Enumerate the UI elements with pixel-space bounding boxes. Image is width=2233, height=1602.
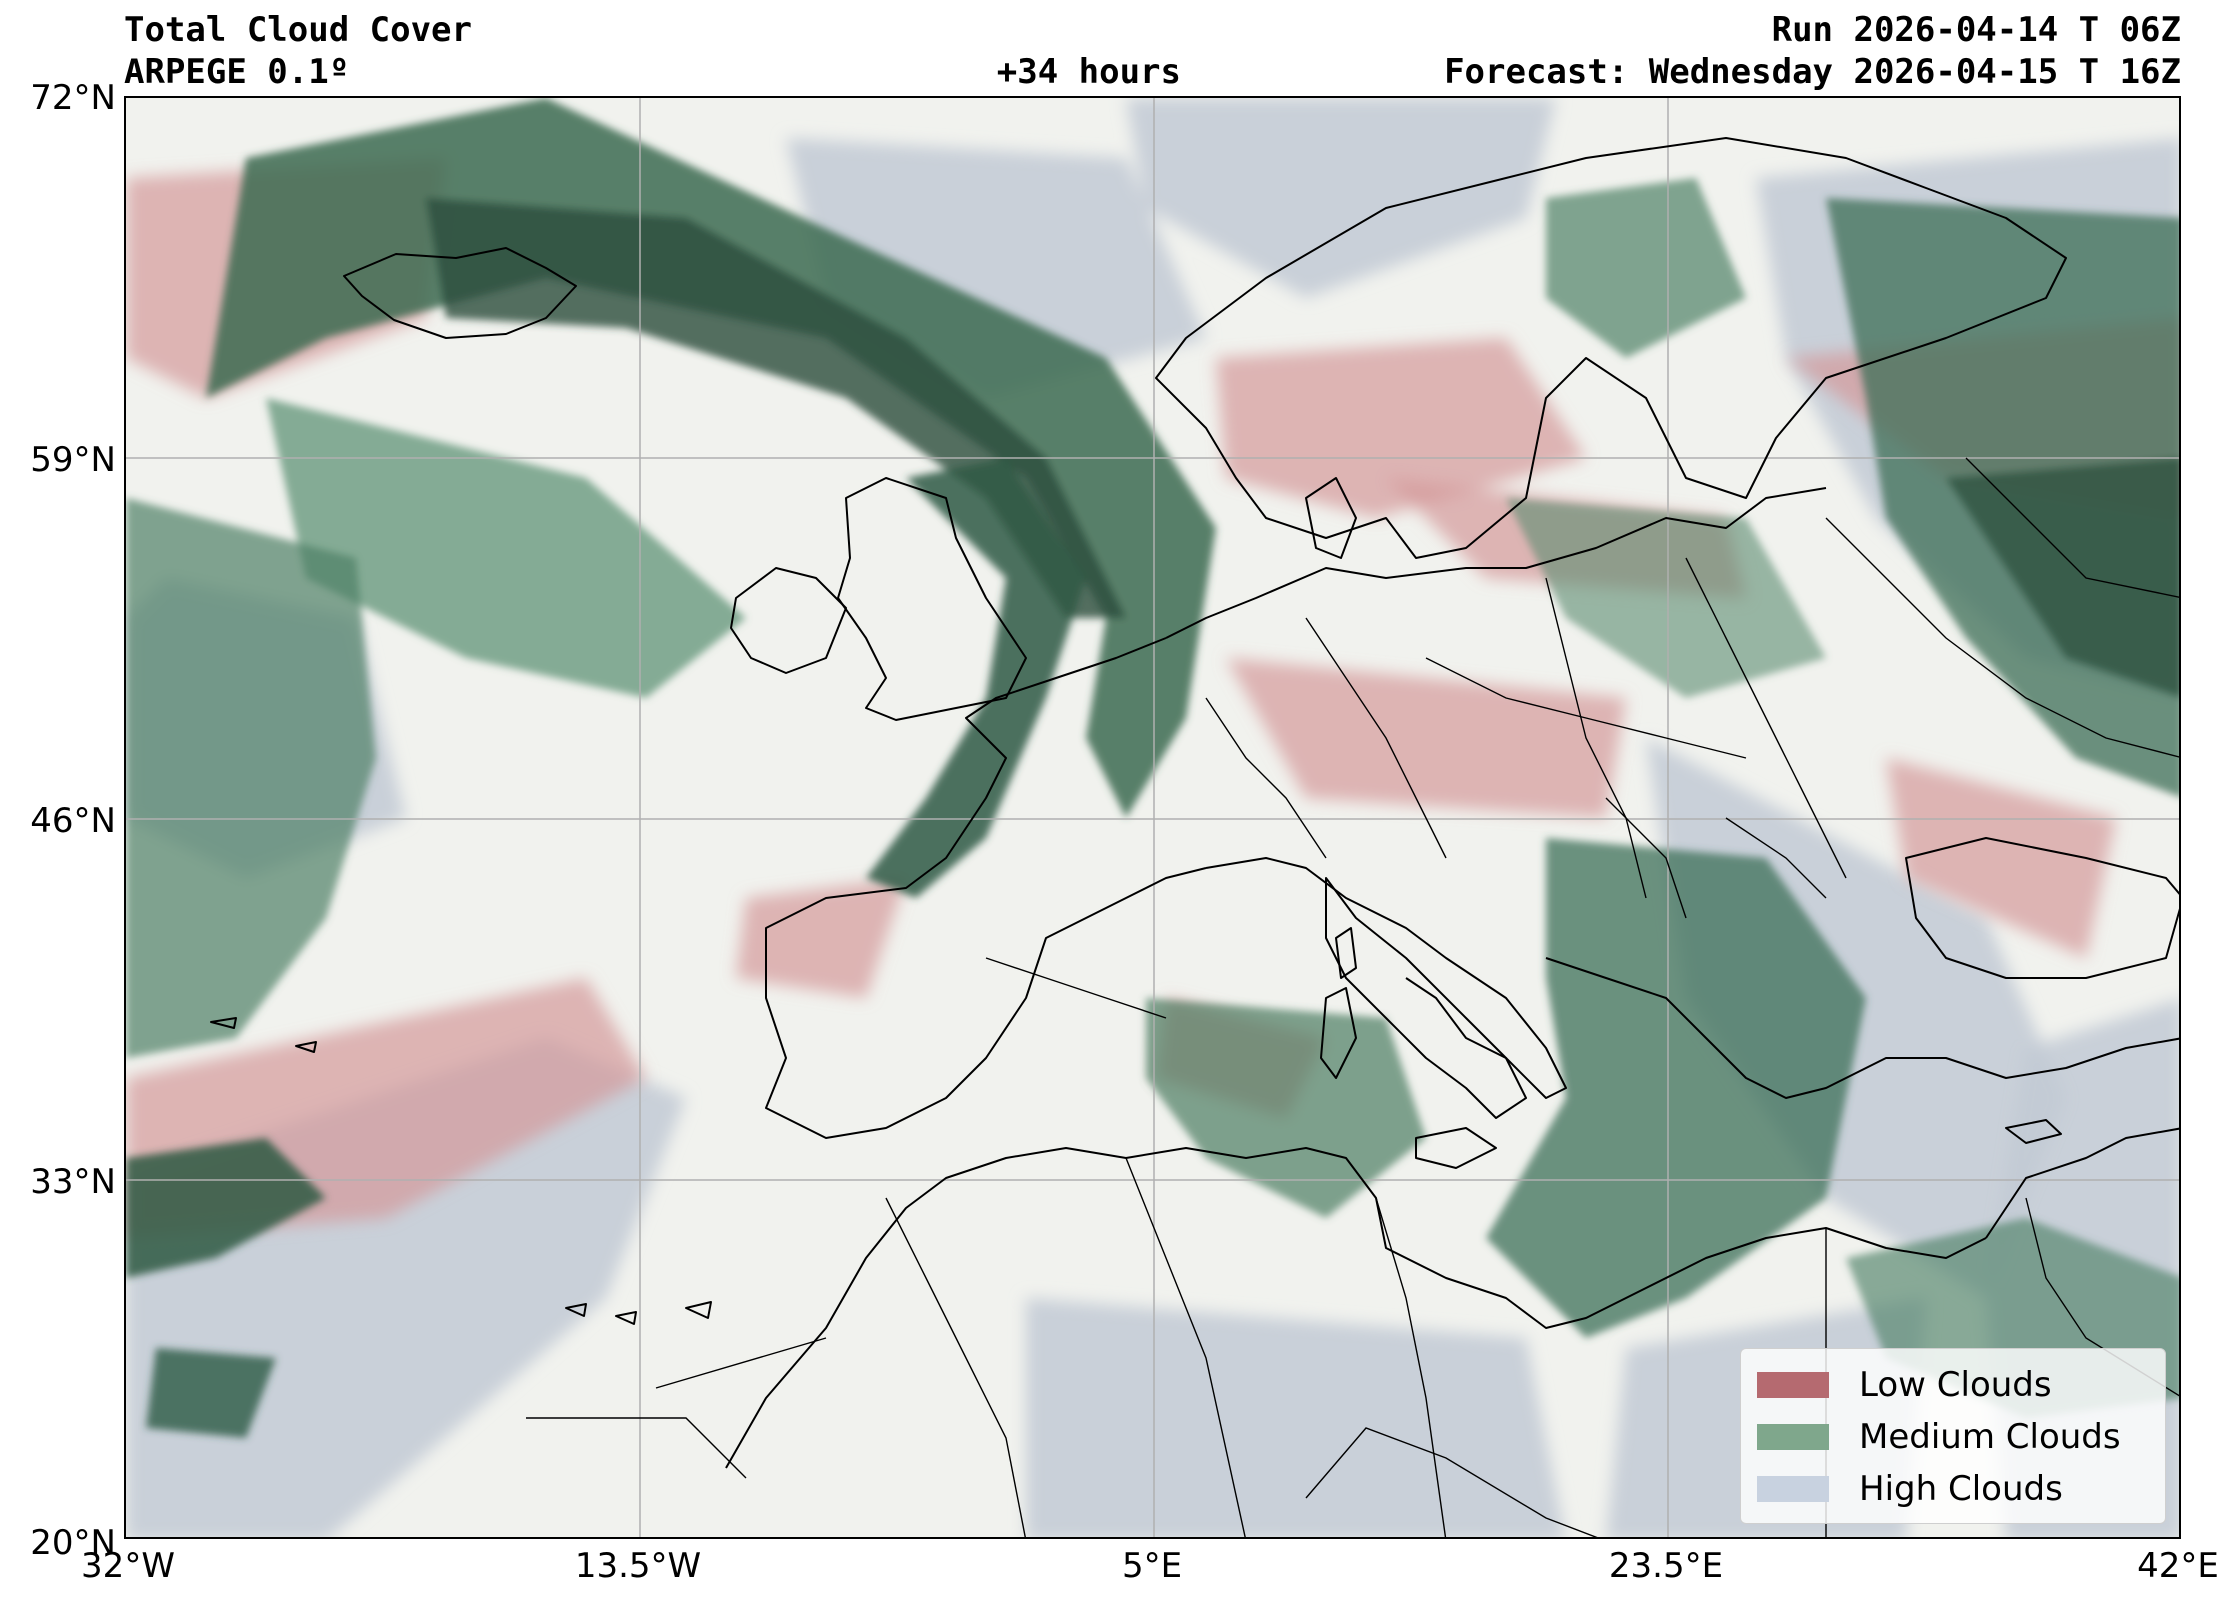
legend-item-high: High Clouds xyxy=(1757,1463,2149,1515)
legend: Low Clouds Medium Clouds High Clouds xyxy=(1740,1348,2166,1524)
map-canvas xyxy=(126,98,2179,1537)
map-title: Total Cloud Cover xyxy=(124,10,472,50)
lon-label-23-5e: 23.5°E xyxy=(1608,1546,1724,1586)
lat-label-46: 46°N xyxy=(30,801,116,841)
legend-label-medium: Medium Clouds xyxy=(1859,1417,2121,1457)
lat-label-20: 20°N xyxy=(30,1523,116,1563)
lon-label-5e: 5°E xyxy=(1121,1546,1183,1586)
model-name: ARPEGE 0.1º xyxy=(124,52,350,92)
legend-item-medium: Medium Clouds xyxy=(1757,1411,2149,1463)
lon-label-13-5w: 13.5°W xyxy=(574,1546,702,1586)
graticule xyxy=(126,98,2179,1537)
lat-label-59: 59°N xyxy=(30,440,116,480)
lon-label-32w: 32°W xyxy=(81,1546,175,1586)
legend-label-low: Low Clouds xyxy=(1859,1365,2052,1405)
lead-time: +34 hours xyxy=(996,52,1181,92)
coastlines xyxy=(210,137,2179,1469)
lat-label-33: 33°N xyxy=(30,1162,116,1202)
lat-label-72: 72°N xyxy=(30,78,116,118)
legend-swatch-high xyxy=(1757,1476,1829,1502)
country-borders xyxy=(526,457,2179,1537)
legend-label-high: High Clouds xyxy=(1859,1469,2063,1509)
forecast-time: Forecast: Wednesday 2026-04-15 T 16Z xyxy=(1444,52,2181,92)
cloud-cover-map: Low Clouds Medium Clouds High Clouds xyxy=(124,96,2181,1539)
legend-swatch-medium xyxy=(1757,1424,1829,1450)
lon-label-42e: 42°E xyxy=(2137,1546,2219,1586)
legend-swatch-low xyxy=(1757,1372,1829,1398)
legend-item-low: Low Clouds xyxy=(1757,1359,2149,1411)
run-time: Run 2026-04-14 T 06Z xyxy=(1771,10,2181,50)
